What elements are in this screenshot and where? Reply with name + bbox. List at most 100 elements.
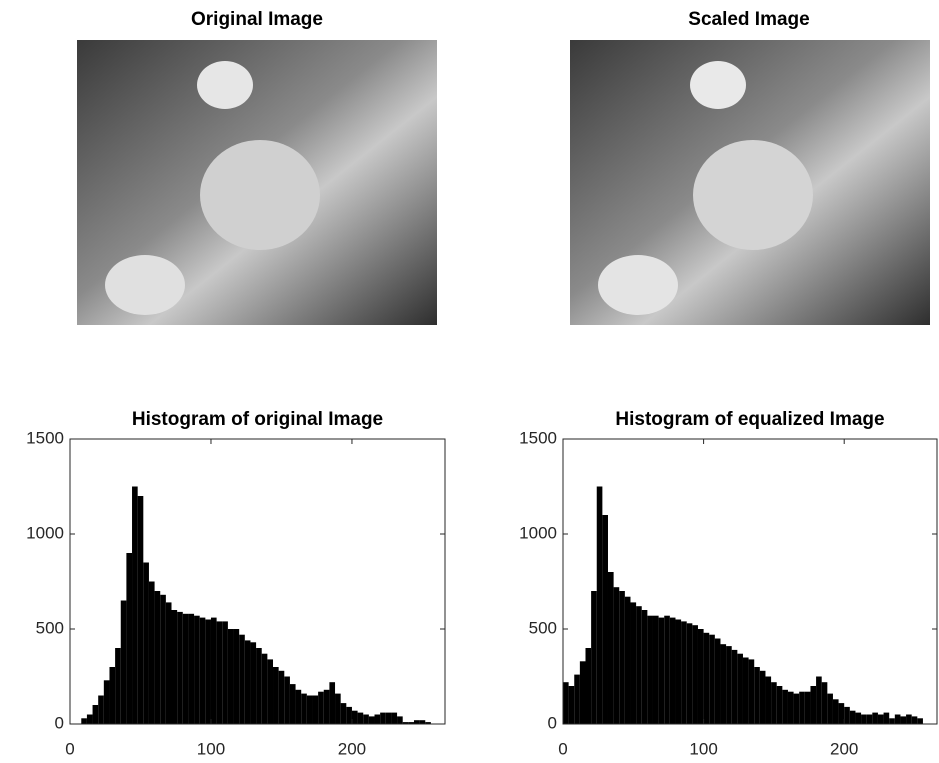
- bar: [160, 594, 166, 724]
- y-tick-label: 1500: [26, 428, 64, 447]
- bar: [799, 691, 805, 724]
- bar: [917, 718, 923, 724]
- bar: [148, 581, 155, 724]
- bar: [222, 621, 228, 724]
- bar: [374, 714, 381, 724]
- bar: [906, 714, 912, 724]
- bar: [267, 659, 274, 724]
- bar: [210, 617, 217, 724]
- bar: [171, 610, 178, 724]
- bar: [641, 610, 648, 724]
- bar: [256, 648, 262, 724]
- bar: [619, 591, 625, 724]
- bar: [804, 691, 811, 724]
- x-tick-label: 200: [338, 739, 366, 758]
- bar: [675, 619, 682, 724]
- axes-box: [69, 438, 446, 725]
- bar: [652, 615, 659, 724]
- bar: [889, 718, 895, 724]
- bar: [194, 615, 200, 724]
- bar: [363, 714, 369, 724]
- bar: [703, 632, 710, 724]
- x-tick-label: 200: [830, 739, 858, 758]
- image-detail: [200, 140, 320, 250]
- bar: [664, 615, 670, 724]
- bar: [771, 682, 777, 724]
- bar: [329, 682, 336, 724]
- bar: [199, 617, 206, 724]
- bar: [821, 682, 828, 724]
- bar: [709, 634, 715, 724]
- bar: [568, 686, 575, 724]
- bar: [143, 562, 149, 724]
- bar: [103, 680, 110, 724]
- bar: [776, 686, 783, 724]
- bar: [563, 682, 569, 724]
- bar: [883, 712, 890, 724]
- bar: [692, 625, 698, 724]
- image-detail: [197, 61, 253, 109]
- bar: [284, 676, 290, 724]
- bar: [318, 691, 324, 724]
- bar: [877, 714, 884, 724]
- bar: [380, 712, 386, 724]
- bar: [81, 718, 87, 724]
- bar: [98, 695, 104, 724]
- bar: [855, 712, 862, 724]
- bar: [216, 621, 223, 724]
- bar: [647, 615, 653, 724]
- bar: [227, 629, 234, 724]
- bar: [323, 689, 330, 724]
- bar: [92, 705, 99, 724]
- x-tick-label: 100: [689, 739, 717, 758]
- y-tick-label: 0: [55, 713, 64, 732]
- y-tick-label: 500: [529, 618, 557, 637]
- bar: [911, 716, 918, 724]
- bar: [658, 617, 665, 724]
- bar: [669, 617, 676, 724]
- bar: [126, 553, 133, 724]
- bar: [636, 606, 642, 724]
- bar: [816, 676, 822, 724]
- bar: [574, 674, 580, 724]
- y-tick-label: 1000: [519, 523, 557, 542]
- bar: [894, 714, 901, 724]
- bar: [115, 648, 121, 724]
- bar: [340, 703, 347, 724]
- bar: [408, 722, 414, 724]
- bar: [613, 587, 620, 724]
- bar: [765, 676, 772, 724]
- bar: [368, 716, 375, 724]
- bar: [681, 621, 687, 724]
- chart-title: Histogram of original Image: [132, 409, 383, 430]
- x-tick-label: 0: [558, 739, 567, 758]
- bar: [425, 722, 431, 724]
- bar: [624, 596, 631, 724]
- axes-box: [562, 438, 938, 725]
- bar: [787, 691, 794, 724]
- bar: [289, 684, 296, 724]
- bar: [849, 710, 856, 724]
- bar: [591, 591, 597, 724]
- bar: [419, 720, 426, 724]
- bar: [165, 602, 172, 724]
- bar: [759, 670, 766, 724]
- bar: [810, 686, 817, 724]
- x-tick-label: 100: [197, 739, 225, 758]
- bar: [335, 693, 341, 724]
- bar: [754, 667, 760, 724]
- bar: [301, 693, 307, 724]
- bar: [737, 653, 743, 724]
- bar: [182, 613, 189, 724]
- bar: [306, 695, 313, 724]
- bar: [607, 572, 614, 724]
- bar: [205, 619, 211, 724]
- bar: [686, 623, 693, 724]
- bar: [120, 600, 127, 724]
- bar: [726, 646, 732, 724]
- bar: [832, 699, 839, 724]
- bar: [177, 611, 183, 724]
- bar: [402, 722, 409, 724]
